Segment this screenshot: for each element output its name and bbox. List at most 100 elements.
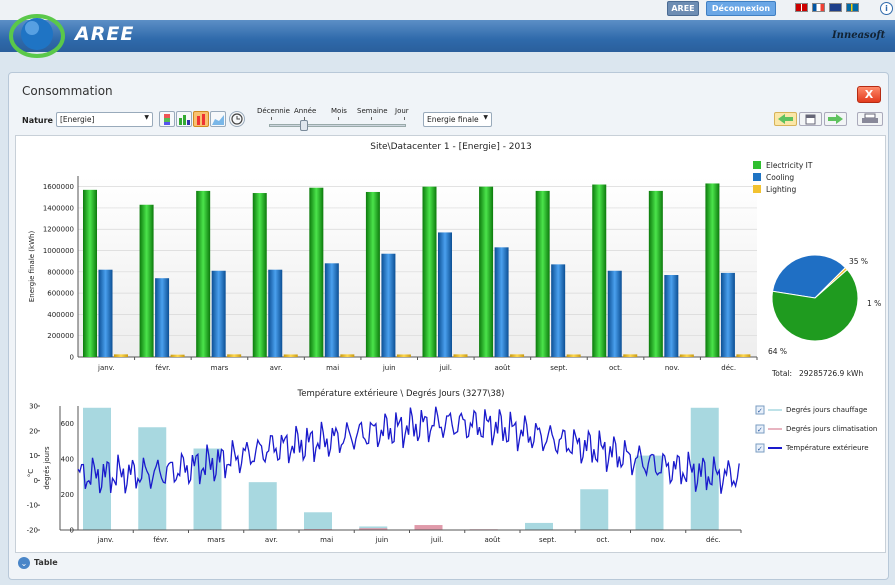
bar-electricity-it (365, 191, 380, 357)
bar-cooling (211, 270, 226, 357)
legend-checkbox[interactable] (755, 424, 765, 434)
flag-uk-icon[interactable] (829, 3, 842, 12)
x-tick-label: nov. (651, 536, 666, 544)
x-tick-label: févr. (155, 364, 170, 372)
legend-checkbox[interactable] (755, 405, 765, 415)
bar-lighting (114, 354, 128, 357)
pie-label: 1 % (867, 299, 881, 308)
temp-tick-label: -10 (27, 502, 38, 510)
next-button[interactable] (824, 112, 847, 126)
bar-electricity-it (535, 190, 550, 357)
pie-slice (771, 268, 859, 342)
flag-en-icon[interactable] (795, 3, 808, 12)
x-tick-label: avr. (270, 364, 283, 372)
slider-tick (304, 117, 305, 120)
bar-cooling (155, 278, 170, 357)
bar-cooling (720, 272, 735, 357)
slider-tick (271, 117, 272, 120)
bar-electricity-it (252, 193, 267, 357)
x-tick-label: mars (211, 364, 229, 372)
bar-lighting (736, 354, 751, 357)
period-label-year[interactable]: Année (294, 107, 317, 115)
bar-cooling (268, 269, 283, 357)
bar-chart-icon[interactable] (193, 111, 209, 127)
temp-tick-label: 20 (29, 427, 38, 435)
nature-label: Nature : (22, 116, 59, 125)
bar-cooling (98, 269, 113, 357)
y-tick-label: 0 (70, 354, 74, 362)
y-tick-label: 400000 (47, 311, 74, 319)
legend-swatch (753, 185, 761, 193)
app-banner (0, 20, 895, 52)
page-title: Consommation (22, 84, 113, 98)
y-tick-label: 1000000 (43, 247, 74, 255)
bar-lighting (679, 354, 694, 357)
x-tick-label: mars (207, 536, 225, 544)
bar-lighting (566, 354, 581, 357)
area-chart-icon[interactable] (210, 111, 226, 127)
stacked-bar-icon[interactable] (159, 111, 175, 127)
period-label-day[interactable]: Jour (395, 107, 409, 115)
calendar-icon[interactable] (799, 112, 822, 126)
bar-lighting (340, 354, 355, 357)
bar-heating-degree-days (304, 512, 332, 530)
bar-chart-title: Site\Datacenter 1 - [Energie] - 2013 (370, 142, 531, 152)
bar-electricity-it (422, 186, 437, 357)
legend-swatch (753, 173, 761, 181)
legend-label: Electricity IT (766, 161, 813, 170)
info-button[interactable]: i (880, 2, 893, 15)
clock-icon[interactable] (229, 111, 245, 127)
nature-select[interactable]: [Energie] ▼ (56, 112, 153, 127)
x-tick-label: mai (326, 364, 339, 372)
energy-type-select[interactable]: Energie finale ▼ (423, 112, 492, 127)
previous-button[interactable] (774, 112, 797, 126)
x-tick-label: sept. (550, 364, 567, 372)
bar-cooling (551, 264, 566, 357)
bar-lighting (283, 354, 298, 357)
nature-value: [Energie] (60, 115, 95, 124)
bar-heating-degree-days (248, 482, 277, 530)
x-tick-label: oct. (609, 364, 622, 372)
degree-day-tick-label: 400 (61, 456, 74, 464)
aree-button[interactable]: AREE (667, 1, 699, 16)
slider-tick (404, 117, 405, 120)
slider-tick (371, 117, 372, 120)
temp-tick-label: 30 (29, 403, 38, 411)
bar-heating-degree-days (635, 455, 664, 530)
x-tick-label: juin (382, 364, 396, 372)
x-tick-label: août (494, 364, 510, 372)
period-slider-thumb[interactable] (300, 120, 308, 131)
legend-label: Degrés jours climatisation (786, 425, 877, 433)
brand-logo: Inneasoft (832, 30, 886, 41)
legend-swatch (753, 161, 761, 169)
period-slider-track[interactable] (269, 124, 406, 127)
x-tick-label: févr. (153, 536, 168, 544)
close-button[interactable]: X (857, 86, 881, 103)
x-tick-label: avr. (265, 536, 278, 544)
legend-checkbox[interactable] (755, 443, 765, 453)
period-label-decade[interactable]: Décennie (257, 107, 290, 115)
grouped-bar-icon[interactable] (176, 111, 192, 127)
y-tick-label: 1200000 (43, 226, 74, 234)
x-tick-label: mai (320, 536, 333, 544)
flag-fr-icon[interactable] (812, 3, 825, 12)
bar-electricity-it (705, 183, 720, 357)
temp-tick-label: 0 (34, 477, 38, 485)
logout-button[interactable]: Déconnexion (706, 1, 776, 16)
bar-electricity-it (309, 187, 324, 357)
chevron-down-icon: ▼ (483, 114, 488, 121)
period-label-month[interactable]: Mois (331, 107, 347, 115)
x-tick-label: déc. (706, 536, 721, 544)
period-label-week[interactable]: Semaine (357, 107, 388, 115)
degree-day-tick-label: 200 (61, 491, 74, 499)
temperature-line (77, 406, 740, 494)
print-icon[interactable] (857, 112, 883, 126)
pie-label: 35 % (849, 257, 868, 266)
x-tick-label: août (484, 536, 500, 544)
bar-lighting (623, 354, 638, 357)
expand-table-icon[interactable]: ⌄ (18, 557, 30, 569)
x-tick-label: janv. (96, 536, 114, 544)
flag-se-icon[interactable] (846, 3, 859, 12)
bar-heating-degree-days (580, 489, 609, 530)
table-toggle-label[interactable]: Table (34, 558, 58, 567)
